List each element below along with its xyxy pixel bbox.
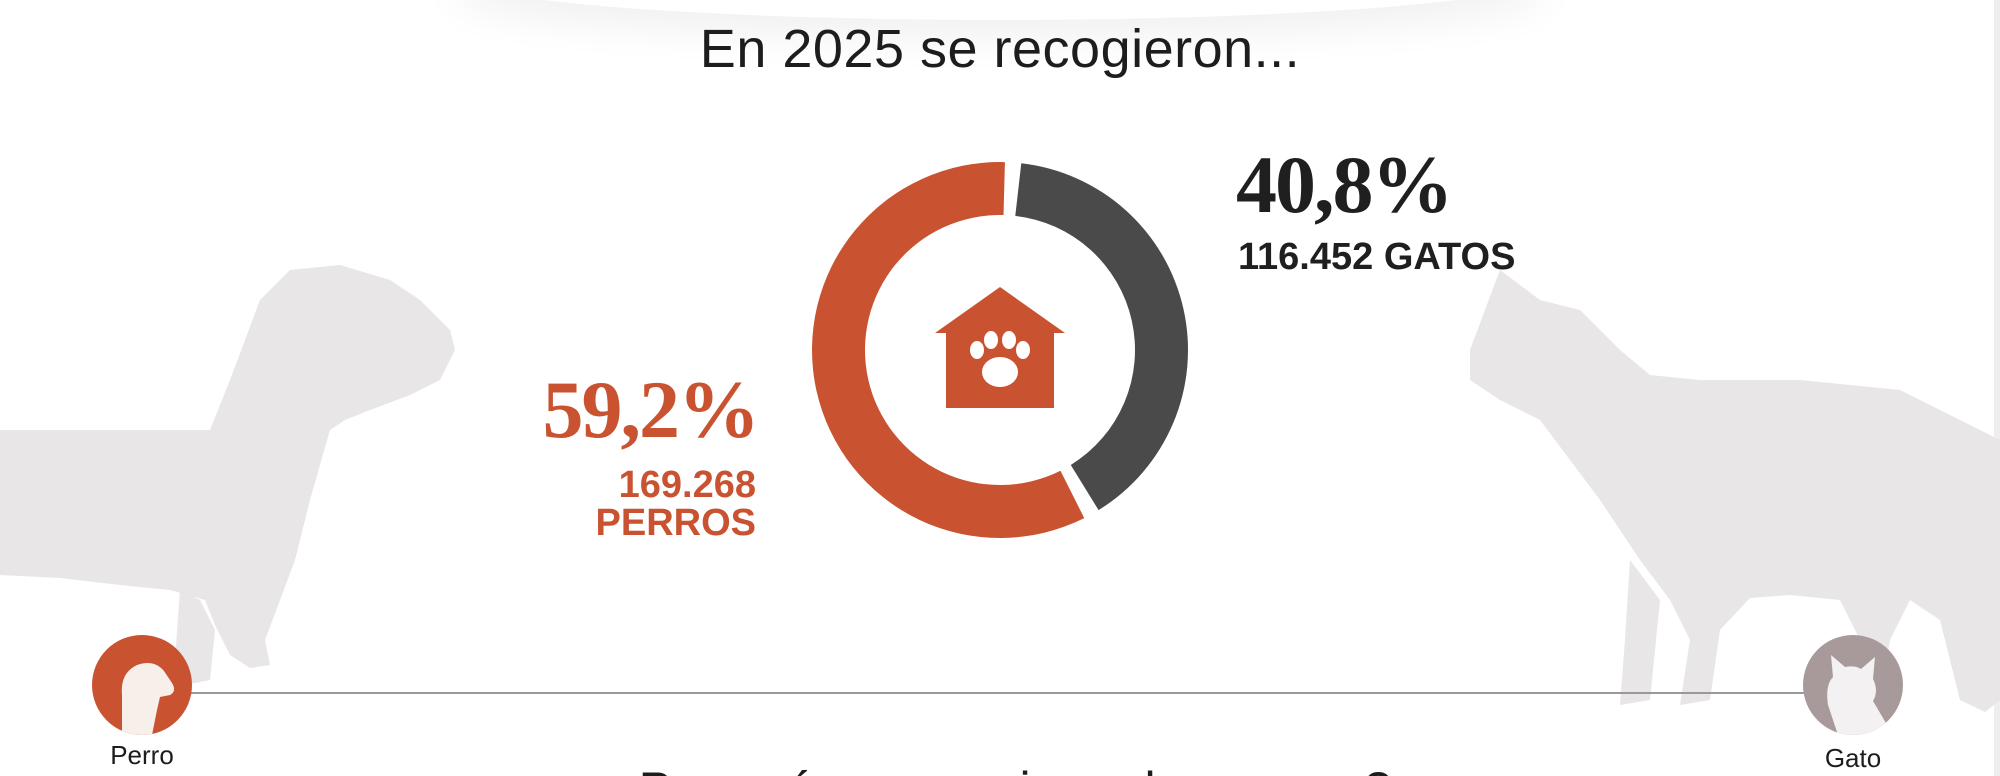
right-edge-bar xyxy=(1994,0,2000,776)
slider-label-gato: Gato xyxy=(1824,743,1882,773)
donut-segment-gatos xyxy=(1015,163,1188,511)
cat-slider-knob[interactable] xyxy=(1803,635,1903,735)
next-section-heading: ¿Por qué se recogieron los perros? xyxy=(0,760,2000,776)
cat-head-icon xyxy=(1827,655,1893,735)
dog-count: 169.268 xyxy=(618,464,756,506)
dog-silhouette-icon xyxy=(0,265,455,685)
cat-count: 116.452 GATOS xyxy=(1238,236,1516,278)
house-paw-icon xyxy=(935,287,1065,408)
comparison-slider-track[interactable] xyxy=(140,692,1870,694)
cat-percentage: 40,8% xyxy=(1236,139,1453,230)
dog-percentage: 59,2% xyxy=(542,364,760,455)
page-title: En 2025 se recogieron... xyxy=(699,19,1301,79)
donut-segment-perros xyxy=(811,162,1085,539)
donut-chart xyxy=(811,162,1188,539)
cat-silhouette-icon xyxy=(1470,270,2000,712)
dog-head-icon xyxy=(121,663,175,735)
dog-count-label: PERROS xyxy=(595,502,756,544)
slider-label-perro: Perro xyxy=(110,740,174,770)
dog-slider-knob[interactable] xyxy=(92,635,192,735)
